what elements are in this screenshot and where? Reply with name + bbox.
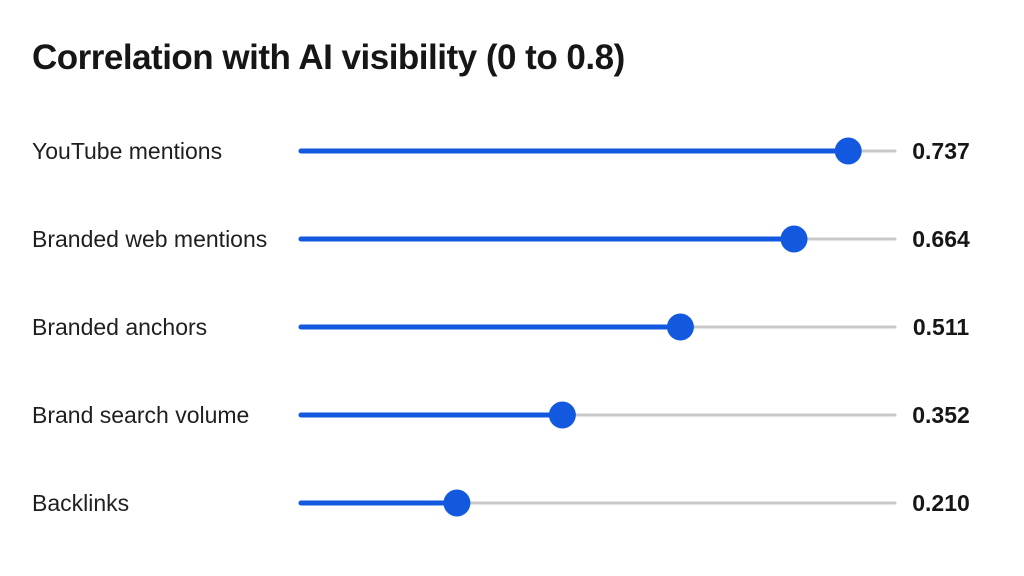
value-dot <box>443 489 471 517</box>
value-dot <box>666 313 694 341</box>
value-label: 0.737 <box>912 138 970 164</box>
value-label: 0.664 <box>912 226 970 252</box>
category-label: Branded anchors <box>32 314 207 340</box>
value-dot <box>548 401 576 429</box>
category-label: Brand search volume <box>32 402 249 428</box>
value-dot <box>780 225 808 253</box>
category-label: YouTube mentions <box>32 138 222 164</box>
category-label: Backlinks <box>32 490 129 516</box>
value-label: 0.352 <box>912 402 970 428</box>
value-label: 0.511 <box>913 314 969 340</box>
category-label: Branded web mentions <box>32 226 267 252</box>
value-label: 0.210 <box>912 490 970 516</box>
chart-title: Correlation with AI visibility (0 to 0.8… <box>32 38 625 77</box>
value-dot <box>834 137 862 165</box>
